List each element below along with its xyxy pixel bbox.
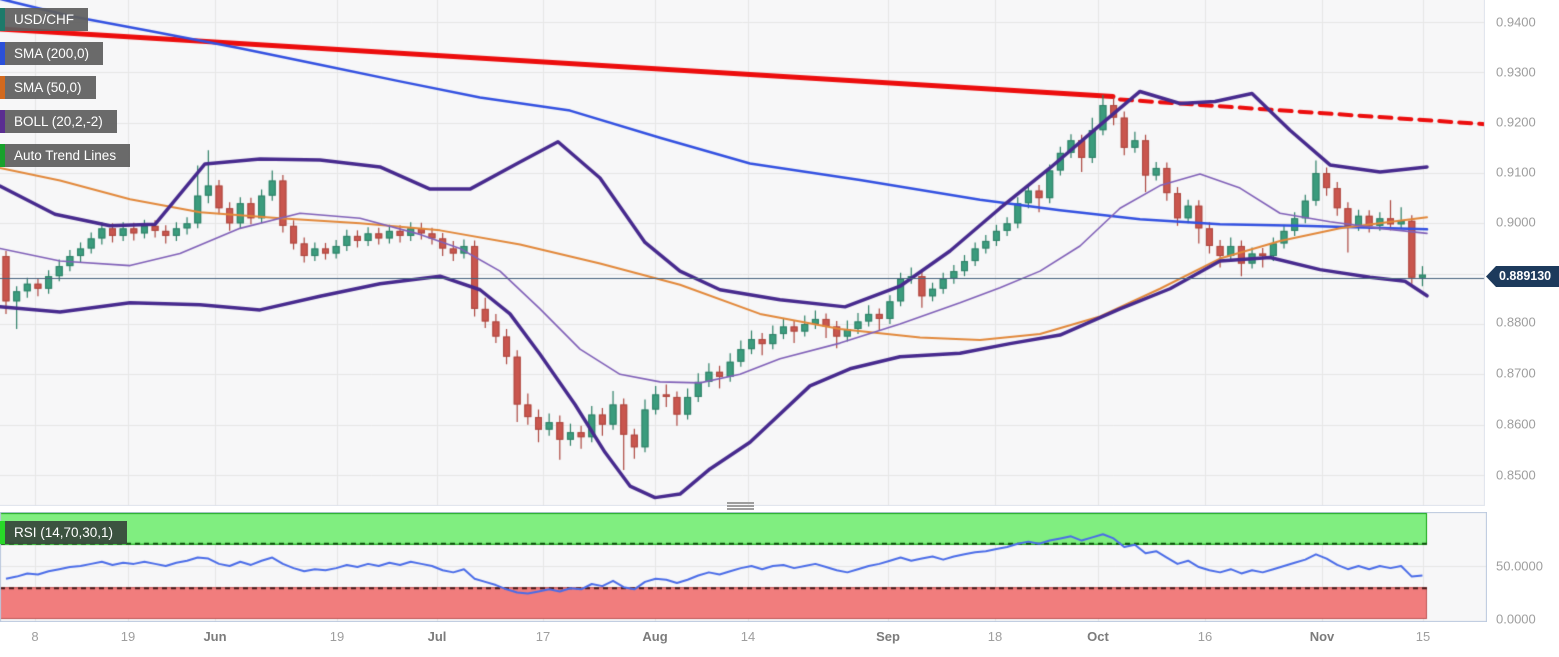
price-axis-label: 0.8600 [1496, 416, 1536, 432]
time-axis-label: 8 [31, 629, 39, 644]
time-axis-label: Jul [427, 629, 447, 644]
time-axis-label: 19 [329, 629, 345, 644]
price-axis-label: 0.8800 [1496, 314, 1536, 330]
legend-item-sma50[interactable]: SMA (50,0) [0, 76, 96, 99]
panel-resize-handle-icon[interactable] [727, 502, 754, 510]
boll-label: BOLL (20,2,-2) [14, 114, 103, 129]
price-axis-label: 0.9100 [1496, 164, 1536, 180]
price-axis-label: 0.9000 [1496, 214, 1536, 230]
rsi-indicator-chart[interactable] [0, 512, 1487, 622]
time-axis-label: 16 [1197, 629, 1213, 644]
time-axis-label: 14 [740, 629, 756, 644]
time-axis-label: Jun [203, 629, 227, 644]
rsi-axis-label: 50.0000 [1496, 558, 1543, 574]
legend-item-sma200[interactable]: SMA (200,0) [0, 42, 104, 65]
time-axis-label: 18 [987, 629, 1003, 644]
sma50-label: SMA (50,0) [14, 80, 82, 95]
time-axis-label: Oct [1087, 629, 1109, 644]
time-axis-label: 17 [535, 629, 551, 644]
symbol-label: USD/CHF [14, 12, 74, 27]
legend-item-symbol[interactable]: USD/CHF [0, 8, 88, 31]
legend-item-auto-trend-lines[interactable]: Auto Trend Lines [0, 144, 131, 167]
legend-item-boll[interactable]: BOLL (20,2,-2) [0, 110, 117, 133]
time-axis-label: Sep [876, 629, 900, 644]
price-axis-label: 0.9400 [1496, 14, 1536, 30]
price-axis-label: 0.8500 [1496, 467, 1536, 483]
indicator-legend: USD/CHF SMA (200,0) SMA (50,0) BOLL (20,… [0, 8, 131, 167]
sma200-label: SMA (200,0) [14, 46, 90, 61]
rsi-label: RSI (14,70,30,1) [14, 525, 114, 540]
main-price-chart[interactable] [0, 0, 1485, 506]
rsi-axis-label: 0.0000 [1496, 611, 1536, 627]
time-axis-label: Nov [1309, 629, 1335, 644]
time-axis-label: 19 [120, 629, 136, 644]
price-axis-label: 0.9300 [1496, 64, 1536, 80]
time-axis-label: Aug [642, 629, 668, 644]
price-axis-label: 0.8700 [1496, 365, 1536, 381]
auto-trend-lines-label: Auto Trend Lines [14, 148, 117, 163]
price-axis-label: 0.9200 [1496, 114, 1536, 130]
last-price-badge: 0.889130 [1486, 266, 1559, 287]
time-axis-label: 15 [1415, 629, 1431, 644]
legend-item-rsi[interactable]: RSI (14,70,30,1) [0, 521, 128, 544]
